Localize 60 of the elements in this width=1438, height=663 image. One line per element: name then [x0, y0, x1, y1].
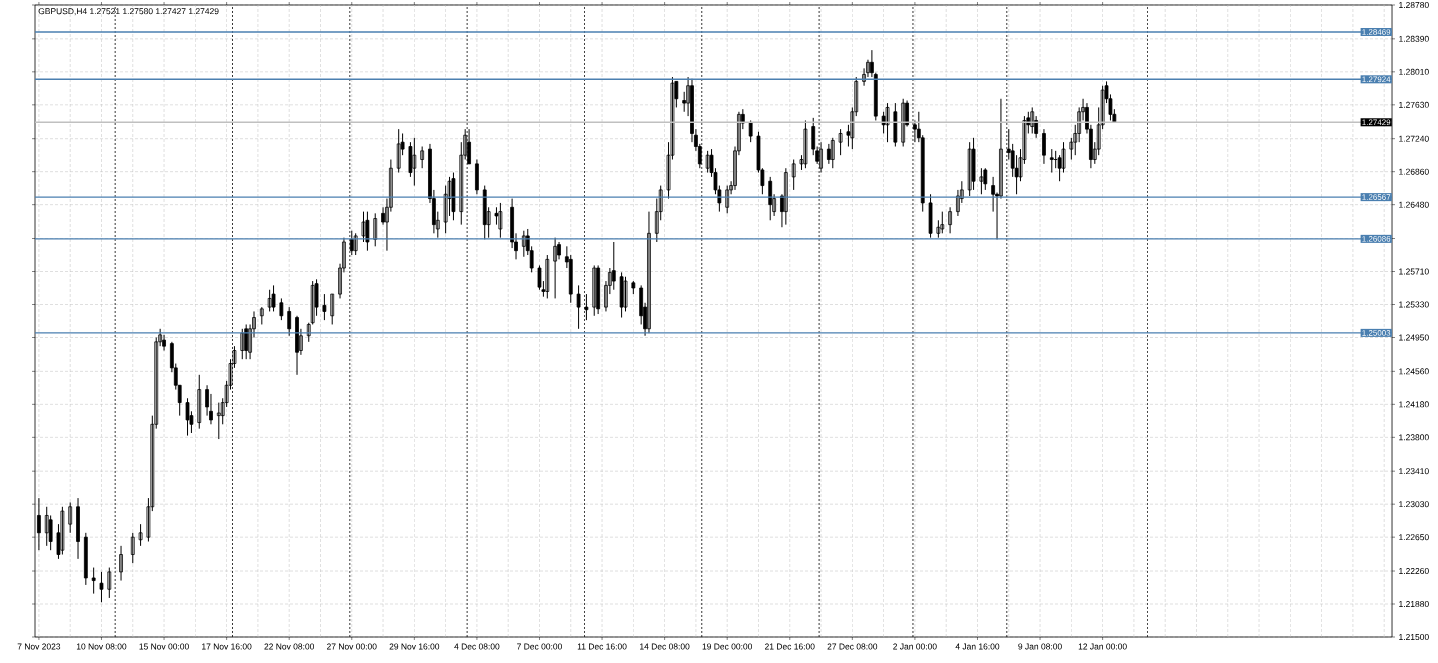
x-tick-label: 2 Jan 00:00: [893, 643, 937, 650]
candlestick: [185, 397, 190, 437]
x-tick-label: 15 Nov 00:00: [139, 643, 189, 650]
y-tick-label: 1.27240: [1399, 135, 1429, 142]
y-tick-label: 1.23800: [1399, 434, 1429, 441]
candlestick: [271, 284, 276, 312]
y-tick-label: 1.28010: [1399, 68, 1429, 75]
candlestick: [91, 567, 96, 595]
chart-title: GBPUSD,H4 1.27521 1.27580 1.27427 1.27429: [38, 8, 219, 16]
y-tick-label: 1.26860: [1399, 168, 1429, 175]
y-tick-label: 1.28780: [1399, 2, 1429, 8]
candlestick: [803, 119, 808, 169]
y-tick-label: 1.24950: [1399, 334, 1429, 341]
x-tick-label: 4 Jan 16:00: [955, 643, 1000, 650]
y-tick-label: 1.21500: [1399, 634, 1429, 640]
candlestick: [99, 571, 104, 603]
candlestick: [322, 293, 327, 321]
candlestick: [631, 280, 636, 295]
y-tick-label: 1.22260: [1399, 568, 1429, 575]
y-tick-label: 1.24560: [1399, 368, 1429, 375]
x-tick-label: 19 Dec 00:00: [702, 643, 753, 650]
x-tick-label: 17 Nov 16:00: [202, 643, 252, 650]
candlestick: [365, 211, 370, 252]
candlestick: [451, 172, 456, 221]
y-tick-label: 1.25330: [1399, 301, 1429, 308]
y-tick-label: 1.23410: [1399, 468, 1429, 475]
candlestick: [576, 284, 581, 330]
x-tick-label: 10 Nov 08:00: [76, 643, 127, 650]
y-tick-label: 1.28390: [1399, 35, 1429, 42]
x-tick-label: 21 Dec 16:00: [765, 643, 815, 650]
candlestick: [979, 167, 984, 195]
candlestick: [838, 128, 843, 156]
x-tick-label: 4 Dec 08:00: [454, 643, 500, 650]
y-tick-label: 1.24180: [1399, 401, 1429, 408]
x-tick-label: 14 Dec 08:00: [640, 643, 690, 650]
y-tick-label: 1.25710: [1399, 268, 1429, 275]
y-tick-label: 1.26480: [1399, 201, 1429, 208]
y-tick-label: 1.27630: [1399, 101, 1429, 108]
candlestick: [138, 523, 143, 547]
x-tick-label: 22 Nov 08:00: [264, 643, 315, 650]
x-tick-label: 7 Nov 2023: [17, 643, 61, 650]
x-tick-label: 12 Jan 00:00: [1078, 643, 1127, 650]
y-tick-label: 1.23030: [1399, 501, 1429, 508]
x-tick-label: 9 Jan 08:00: [1018, 643, 1062, 650]
candlestick: [279, 297, 284, 321]
y-tick-label: 1.21880: [1399, 601, 1429, 607]
x-tick-label: 11 Dec 16:00: [577, 643, 627, 650]
x-tick-label: 27 Dec 08:00: [827, 643, 878, 650]
x-tick-label: 29 Nov 16:00: [389, 643, 440, 650]
candlestick: [494, 206, 499, 226]
candlestick: [60, 506, 65, 556]
x-tick-label: 27 Nov 00:00: [327, 643, 377, 650]
candlestick: [928, 193, 933, 239]
x-tick-label: 7 Dec 00:00: [517, 643, 562, 650]
candlestick: [1049, 148, 1054, 174]
y-tick-label: 1.22650: [1399, 534, 1429, 541]
candlestick: [216, 402, 221, 440]
candlestick: [885, 102, 890, 143]
candlestick: [940, 211, 945, 234]
candlestick: [498, 202, 503, 239]
